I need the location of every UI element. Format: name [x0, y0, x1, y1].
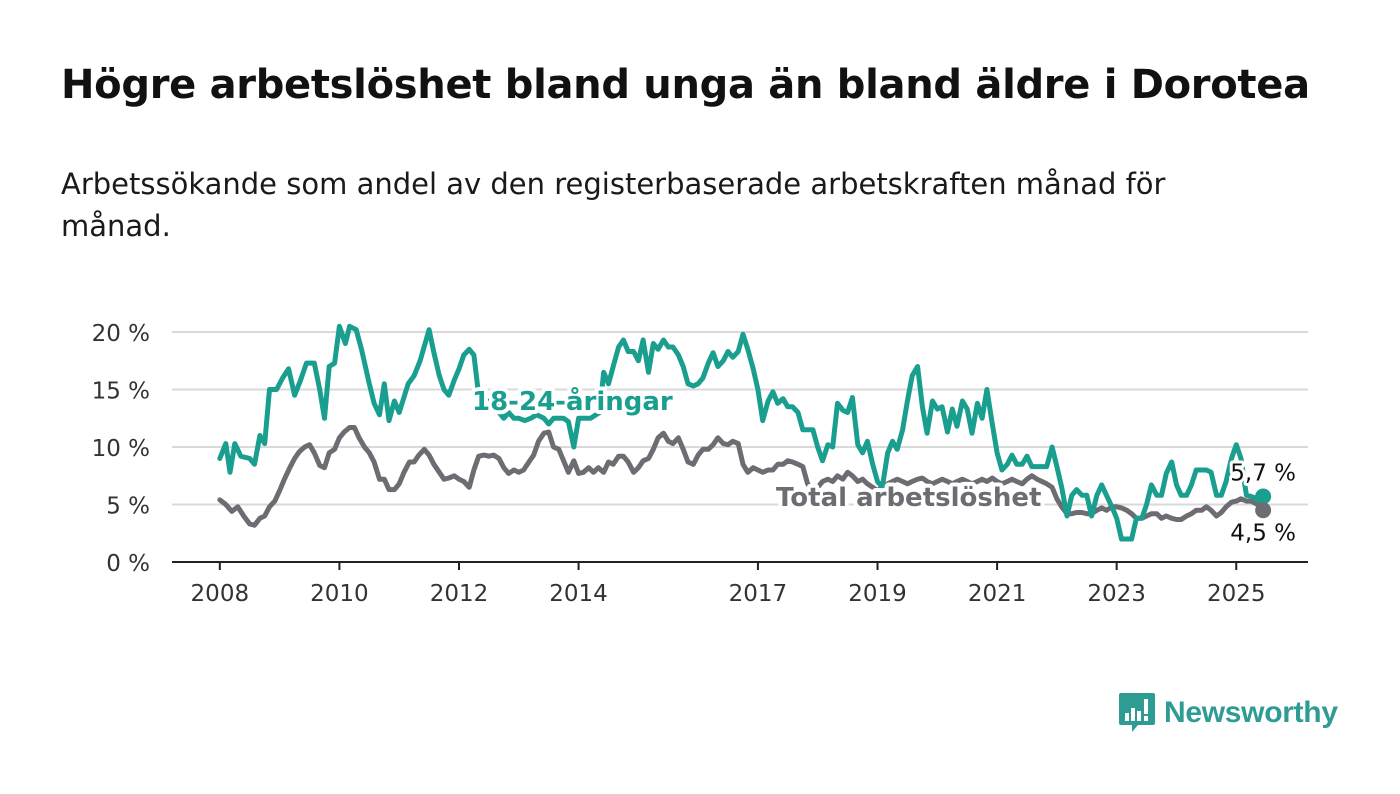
x-tick-label: 2023	[1087, 581, 1146, 607]
series-labels: 18-24-åringar Total arbetslöshet 5,7 % 4,5 …	[468, 381, 1299, 549]
y-tick-label: 5 %	[106, 494, 150, 520]
end-marker-total	[1255, 502, 1272, 519]
x-tick-label: 2008	[191, 581, 250, 607]
end-label-total: 4,5 %	[1230, 520, 1296, 546]
y-tick-label: 0 %	[106, 551, 150, 577]
series-line-total	[217, 425, 1266, 528]
x-tick-label: 2017	[729, 581, 788, 607]
x-tick-label: 2010	[310, 581, 369, 607]
series-lines	[217, 323, 1272, 542]
x-tick-label: 2021	[968, 581, 1027, 607]
y-tick-label: 20 %	[92, 321, 150, 347]
y-tick-label: 15 %	[92, 379, 150, 405]
series-label-total: Total arbetslöshet	[776, 483, 1041, 513]
chart-title: Högre arbetslöshet bland unga än bland ä…	[61, 62, 1310, 108]
x-tick-label: 2019	[848, 581, 907, 607]
end-marker-18-24	[1255, 488, 1272, 505]
y-axis-ticks: 0 % 5 % 10 % 15 % 20 %	[92, 321, 150, 577]
x-tick-label: 2012	[430, 581, 489, 607]
series-label-18-24: 18-24-åringar	[472, 385, 673, 417]
x-tick-label: 2014	[549, 581, 608, 607]
y-tick-label: 10 %	[92, 436, 150, 462]
x-tick-label: 2025	[1207, 581, 1266, 607]
end-label-18-24: 5,7 %	[1230, 460, 1296, 486]
newsworthy-logo: Newsworthy	[1118, 690, 1338, 736]
chart-subtitle: Arbetssökande som andel av den registerb…	[61, 167, 1166, 243]
x-axis-ticks: 2008 2010 2012 2014 2017 2019 2021 2023 2025	[172, 561, 1308, 607]
bar-chart-speech-bubble-icon	[1119, 693, 1155, 732]
gridlines	[172, 331, 1308, 506]
series-line-18-24	[217, 323, 1266, 542]
logo-text: Newsworthy	[1164, 696, 1338, 729]
